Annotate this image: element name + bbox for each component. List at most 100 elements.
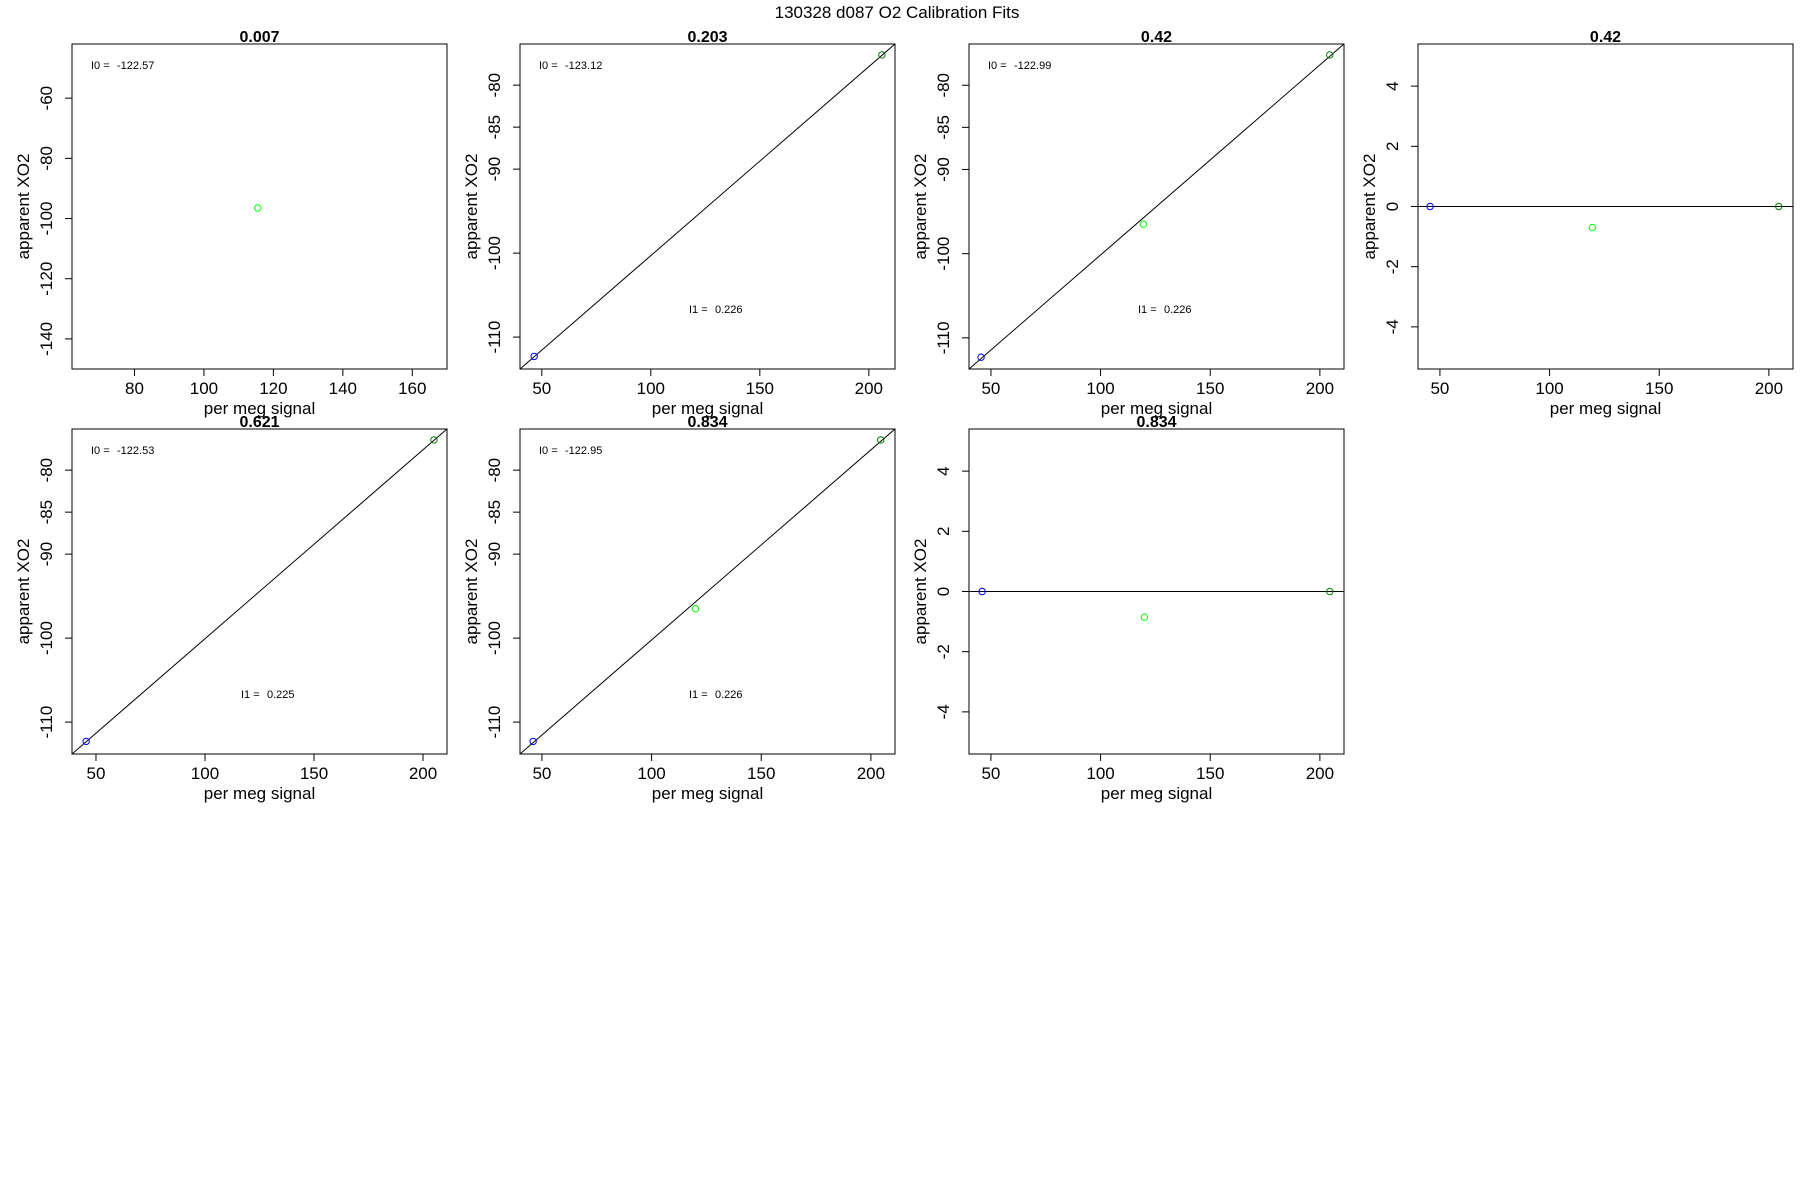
y-axis-label: apparent XO2 (911, 539, 930, 645)
y-tick-label: 0 (1383, 202, 1402, 211)
y-tick-label: ‑110 (934, 321, 953, 354)
annotation-label: I1 = (689, 304, 708, 316)
y-tick-label: ‑80 (37, 146, 56, 171)
x-tick-label: 200 (409, 764, 437, 783)
y-tick-label: ‑80 (485, 458, 504, 483)
annotation-label: I1 = (1138, 304, 1157, 316)
x-tick-label: 100 (190, 379, 218, 398)
data-point (1326, 587, 1334, 596)
chart-panel-5: 0.621 50 100 150 200 per meg signal ‑110 ‑100 ‑9… (14, 414, 448, 803)
data-point (254, 204, 262, 212)
annotation-label: I0 = (91, 445, 110, 457)
fit-line (520, 429, 895, 754)
x-axis-label: per meg signal (652, 399, 764, 418)
x-tick-label: 200 (1755, 379, 1783, 398)
x-tick-label: 150 (1196, 764, 1224, 783)
annotation-value: 0.226 (1164, 304, 1192, 316)
x-tick-label: 80 (125, 379, 144, 398)
x-tick-label: 100 (1086, 764, 1114, 783)
data-point (430, 436, 438, 444)
annotation-value: -122.53 (117, 445, 154, 457)
y-axis-label: apparent XO2 (14, 154, 33, 260)
data-point (1139, 220, 1148, 228)
y-tick-label: ‑85 (485, 500, 504, 525)
x-tick-label: 150 (746, 379, 774, 398)
chart-panel-4: 0.42 50 100 150 200 per meg signal ‑4 ‑2 0 2 4 appa… (1360, 29, 1794, 418)
y-axis-label: apparent XO2 (911, 154, 930, 260)
x-tick-label: 50 (532, 379, 551, 398)
annotation-label: I0 = (91, 60, 110, 72)
y-tick-label: ‑4 (934, 704, 953, 719)
x-tick-label: 120 (259, 379, 287, 398)
x-tick-label: 150 (300, 764, 328, 783)
chart-panel-6: 0.834 50 100 150 200 per meg signal ‑110 ‑100 ‑9… (462, 414, 896, 803)
y-tick-label: ‑90 (485, 157, 504, 182)
annotation-label: I0 = (539, 445, 558, 457)
y-tick-label: ‑100 (37, 202, 56, 236)
x-tick-label: 100 (1086, 379, 1114, 398)
x-axis-label: per meg signal (1550, 399, 1662, 418)
data-point (691, 605, 700, 613)
x-tick-label: 200 (1306, 379, 1334, 398)
fit-line (520, 44, 895, 369)
y-tick-label: 4 (934, 466, 953, 475)
x-tick-label: 50 (532, 764, 551, 783)
fit-line (969, 44, 1344, 369)
x-tick-label: 200 (1306, 764, 1334, 783)
y-tick-label: 2 (934, 527, 953, 536)
fit-line (72, 429, 447, 754)
y-tick-label: ‑80 (37, 458, 56, 483)
annotation-value: -123.12 (565, 60, 602, 72)
x-tick-label: 50 (1430, 379, 1449, 398)
y-tick-label: 2 (1383, 142, 1402, 151)
x-tick-label: 150 (1196, 379, 1224, 398)
panel-title: 0.007 (239, 29, 279, 46)
y-tick-label: ‑80 (485, 73, 504, 98)
x-tick-label: 50 (87, 764, 106, 783)
annotation-label: I0 = (539, 60, 558, 72)
plot-frame (519, 43, 896, 370)
y-tick-label: ‑80 (934, 73, 953, 98)
y-tick-label: ‑4 (1383, 319, 1402, 334)
y-axis-label: apparent XO2 (14, 539, 33, 645)
panel-title: 0.42 (1590, 29, 1621, 46)
x-axis-label: per meg signal (1101, 784, 1213, 803)
y-tick-label: ‑100 (37, 621, 56, 655)
data-point (530, 352, 538, 361)
y-tick-label: ‑100 (934, 237, 953, 271)
annotation-label: I0 = (988, 60, 1007, 72)
x-axis-label: per meg signal (204, 399, 316, 418)
panels-grid: 0.007 80 100 120 140 160 per meg signal ‑140 ‑12… (14, 29, 1794, 803)
x-tick-label: 50 (981, 764, 1000, 783)
annotation-value: -122.57 (117, 60, 154, 72)
chart-panel-7: 0.834 50 100 150 200 per meg signal ‑4 ‑2 0 2 4 app… (911, 414, 1345, 803)
annotation-value: 0.226 (715, 689, 743, 701)
x-tick-label: 100 (637, 764, 665, 783)
x-tick-label: 150 (747, 764, 775, 783)
data-point (878, 51, 886, 59)
y-tick-label: ‑90 (485, 542, 504, 567)
x-tick-label: 150 (1645, 379, 1673, 398)
y-tick-label: ‑90 (934, 157, 953, 182)
annotation-value: -122.99 (1014, 60, 1051, 72)
y-tick-label: ‑140 (37, 322, 56, 356)
data-point (82, 737, 90, 746)
x-axis-label: per meg signal (204, 784, 316, 803)
data-point (1140, 613, 1149, 621)
data-point (529, 737, 537, 746)
data-point (1775, 202, 1783, 211)
data-point (1588, 223, 1597, 232)
y-tick-label: ‑110 (485, 706, 504, 739)
chart-panel-3: 0.42 50 100 150 200 per meg signal ‑110 ‑100 ‑90… (911, 29, 1345, 418)
plot-frame (968, 43, 1345, 370)
x-axis-label: per meg signal (652, 784, 764, 803)
y-tick-label: ‑85 (37, 500, 56, 525)
panel-title: 0.203 (687, 29, 727, 46)
data-point (1326, 51, 1334, 59)
y-axis-label: apparent XO2 (462, 154, 481, 260)
annotation-value: 0.225 (267, 689, 295, 701)
y-axis-label: apparent XO2 (1360, 154, 1379, 260)
data-point (978, 587, 986, 596)
y-tick-label: 0 (934, 587, 953, 596)
data-point (877, 436, 885, 444)
